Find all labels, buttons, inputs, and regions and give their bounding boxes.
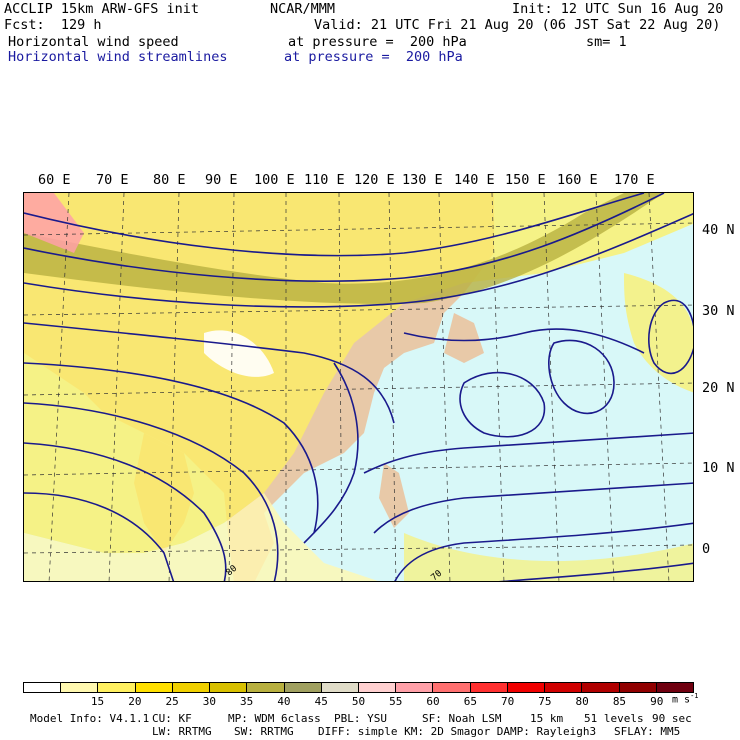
colorbar-swatch: [396, 683, 434, 692]
colorbar-label: 20: [128, 695, 142, 708]
lon-label: 120 E: [354, 172, 395, 188]
colorbar-label: 45: [314, 695, 328, 708]
levels: 51 levels: [584, 712, 644, 725]
colorbar-label: 25: [165, 695, 179, 708]
colorbar-swatch: [24, 683, 62, 692]
colorbar-label: 90: [650, 695, 664, 708]
colorbar-label: 35: [240, 695, 254, 708]
org-label: NCAR/MMM: [270, 1, 336, 17]
lw-scheme: LW: RRTMG: [152, 725, 212, 738]
graticule: [24, 193, 693, 581]
colorbar-label: 60: [426, 695, 440, 708]
lat-label: 30 N: [702, 303, 735, 319]
lon-label: 170 E: [614, 172, 655, 188]
colorbar-swatch: [433, 683, 471, 692]
land-japan: [444, 313, 484, 363]
colorbar-swatch: [358, 683, 397, 692]
cu-scheme: CU: KF: [152, 712, 192, 725]
colorbar-unit: m s-1: [672, 692, 699, 706]
colorbar-swatch: [507, 683, 546, 692]
lat-label: 20 N: [702, 380, 735, 396]
field1-name: Horizontal wind speed: [8, 34, 179, 50]
sflay-scheme: SFLAY: MM5: [614, 725, 681, 738]
wind-speed-yellow-low: [24, 493, 378, 581]
lat-label: 0: [702, 541, 711, 557]
colorbar-label: 55: [389, 695, 403, 708]
sw-scheme: SW: RRTMG: [234, 725, 294, 738]
init-time: Init: 12 UTC Sun 16 Aug 20: [512, 1, 724, 17]
valid-time: Valid: 21 UTC Fri 21 Aug 20 (06 JST Sat …: [314, 17, 721, 33]
colorbar-swatch: [247, 683, 285, 692]
colorbar-label: 75: [538, 695, 552, 708]
wind-speed-max: [24, 193, 84, 253]
smoothing-label: sm= 1: [586, 34, 627, 50]
colorbar-swatch: [470, 683, 508, 692]
colorbar-swatch: [545, 683, 583, 692]
land-philippines: [379, 463, 409, 528]
lon-label: 80 E: [153, 172, 186, 188]
colorbar-swatch: [656, 683, 693, 692]
lat-label: 10 N: [702, 460, 735, 476]
colorbar-label: 50: [351, 695, 366, 708]
wind-speed-colorbar: [23, 682, 694, 693]
wind-speed-east-yellow: [624, 273, 693, 393]
lon-label: 130 E: [402, 172, 443, 188]
colorbar-label: 80: [575, 695, 589, 708]
wind-speed-jet: [24, 193, 664, 304]
field2-level: at pressure = 200 hPa: [284, 49, 463, 65]
wind-speed-south-yellow: [404, 533, 693, 581]
colorbar-label: 85: [612, 695, 627, 708]
colorbar-swatch: [135, 683, 173, 692]
colorbar-swatch: [172, 683, 211, 692]
mp-scheme: MP: WDM 6class: [228, 712, 321, 725]
wind-map: 80 70: [23, 192, 694, 582]
lon-label: 140 E: [454, 172, 495, 188]
colorbar-swatch: [61, 683, 99, 692]
streamlines: [24, 193, 693, 581]
colorbar-swatch: [582, 683, 620, 692]
resolution: 15 km: [530, 712, 564, 725]
colorbar-label: 30: [202, 695, 216, 708]
sf-scheme: SF: Noah LSM: [422, 712, 502, 725]
lon-label: 110 E: [304, 172, 345, 188]
colorbar-label: 15: [90, 695, 105, 708]
lon-label: 160 E: [557, 172, 598, 188]
colorbar-label: 70: [500, 695, 515, 708]
model-title: ACCLIP 15km ARW-GFS init: [4, 1, 200, 17]
lon-label: 150 E: [505, 172, 546, 188]
colorbar-label: 40: [277, 695, 291, 708]
lon-label: 70 E: [96, 172, 129, 188]
colorbar-swatch: [210, 683, 248, 692]
field1-level: at pressure = 200 hPa: [288, 34, 467, 50]
forecast-hour: Fcst: 129 h: [4, 17, 102, 33]
colorbar-label: 65: [463, 695, 477, 708]
timestep: 90 sec: [652, 712, 692, 725]
lon-label: 100 E: [254, 172, 295, 188]
wind-speed-white: [204, 330, 274, 377]
lon-label: 60 E: [38, 172, 71, 188]
colorbar-swatch: [321, 683, 359, 692]
field2-name: Horizontal wind streamlines: [8, 49, 228, 65]
colorbar-swatch: [284, 683, 322, 692]
pbl-scheme: PBL: YSU: [334, 712, 387, 725]
diff-scheme: DIFF: simple KM: 2D Smagor DAMP: Rayleig…: [318, 725, 597, 738]
model-info: Model Info: V4.1.1: [30, 712, 150, 725]
lon-label: 90 E: [205, 172, 238, 188]
map-canvas: 80 70: [24, 193, 693, 581]
colorbar-swatch: [619, 683, 657, 692]
lat-label: 40 N: [702, 222, 735, 238]
colorbar-swatch: [98, 683, 136, 692]
